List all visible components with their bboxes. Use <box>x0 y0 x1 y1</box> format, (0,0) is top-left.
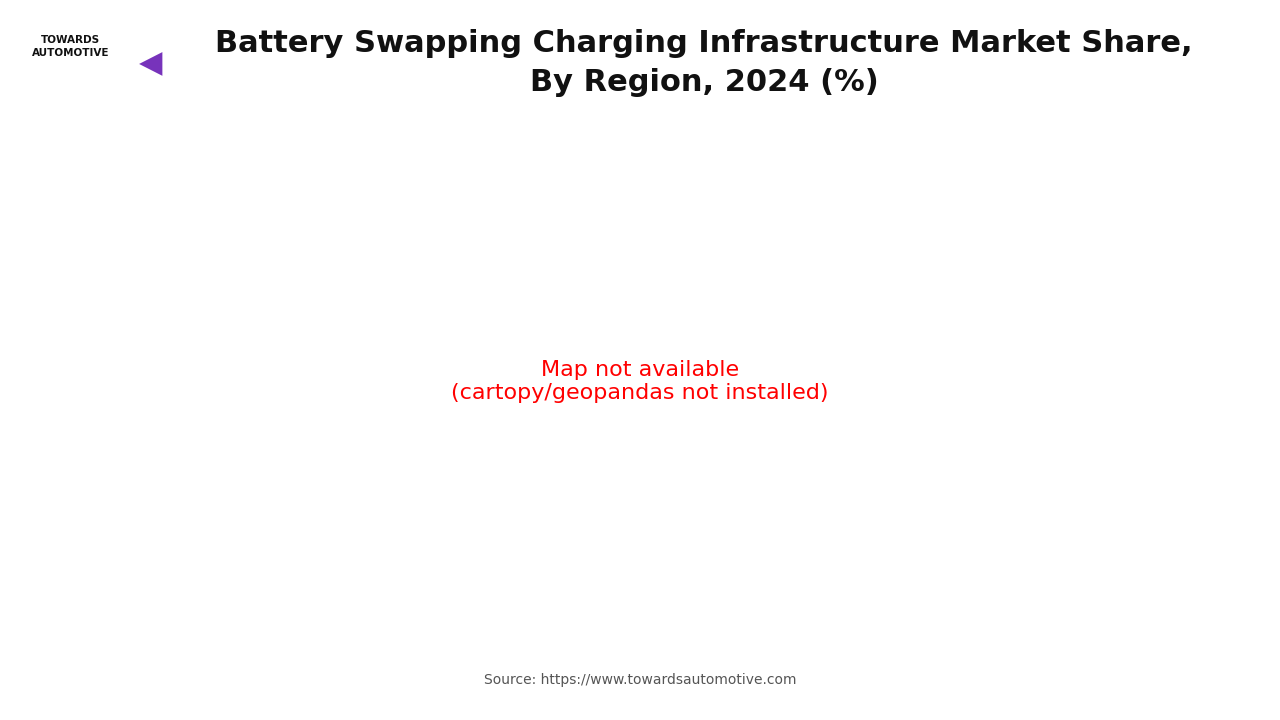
Text: Map not available
(cartopy/geopandas not installed): Map not available (cartopy/geopandas not… <box>452 360 828 403</box>
Text: By Region, 2024 (%): By Region, 2024 (%) <box>530 68 878 97</box>
Text: ◀: ◀ <box>140 49 163 78</box>
Text: Source: https://www.towardsautomotive.com: Source: https://www.towardsautomotive.co… <box>484 673 796 688</box>
Text: Battery Swapping Charging Infrastructure Market Share,: Battery Swapping Charging Infrastructure… <box>215 29 1193 58</box>
Text: TOWARDS
AUTOMOTIVE: TOWARDS AUTOMOTIVE <box>32 35 109 58</box>
